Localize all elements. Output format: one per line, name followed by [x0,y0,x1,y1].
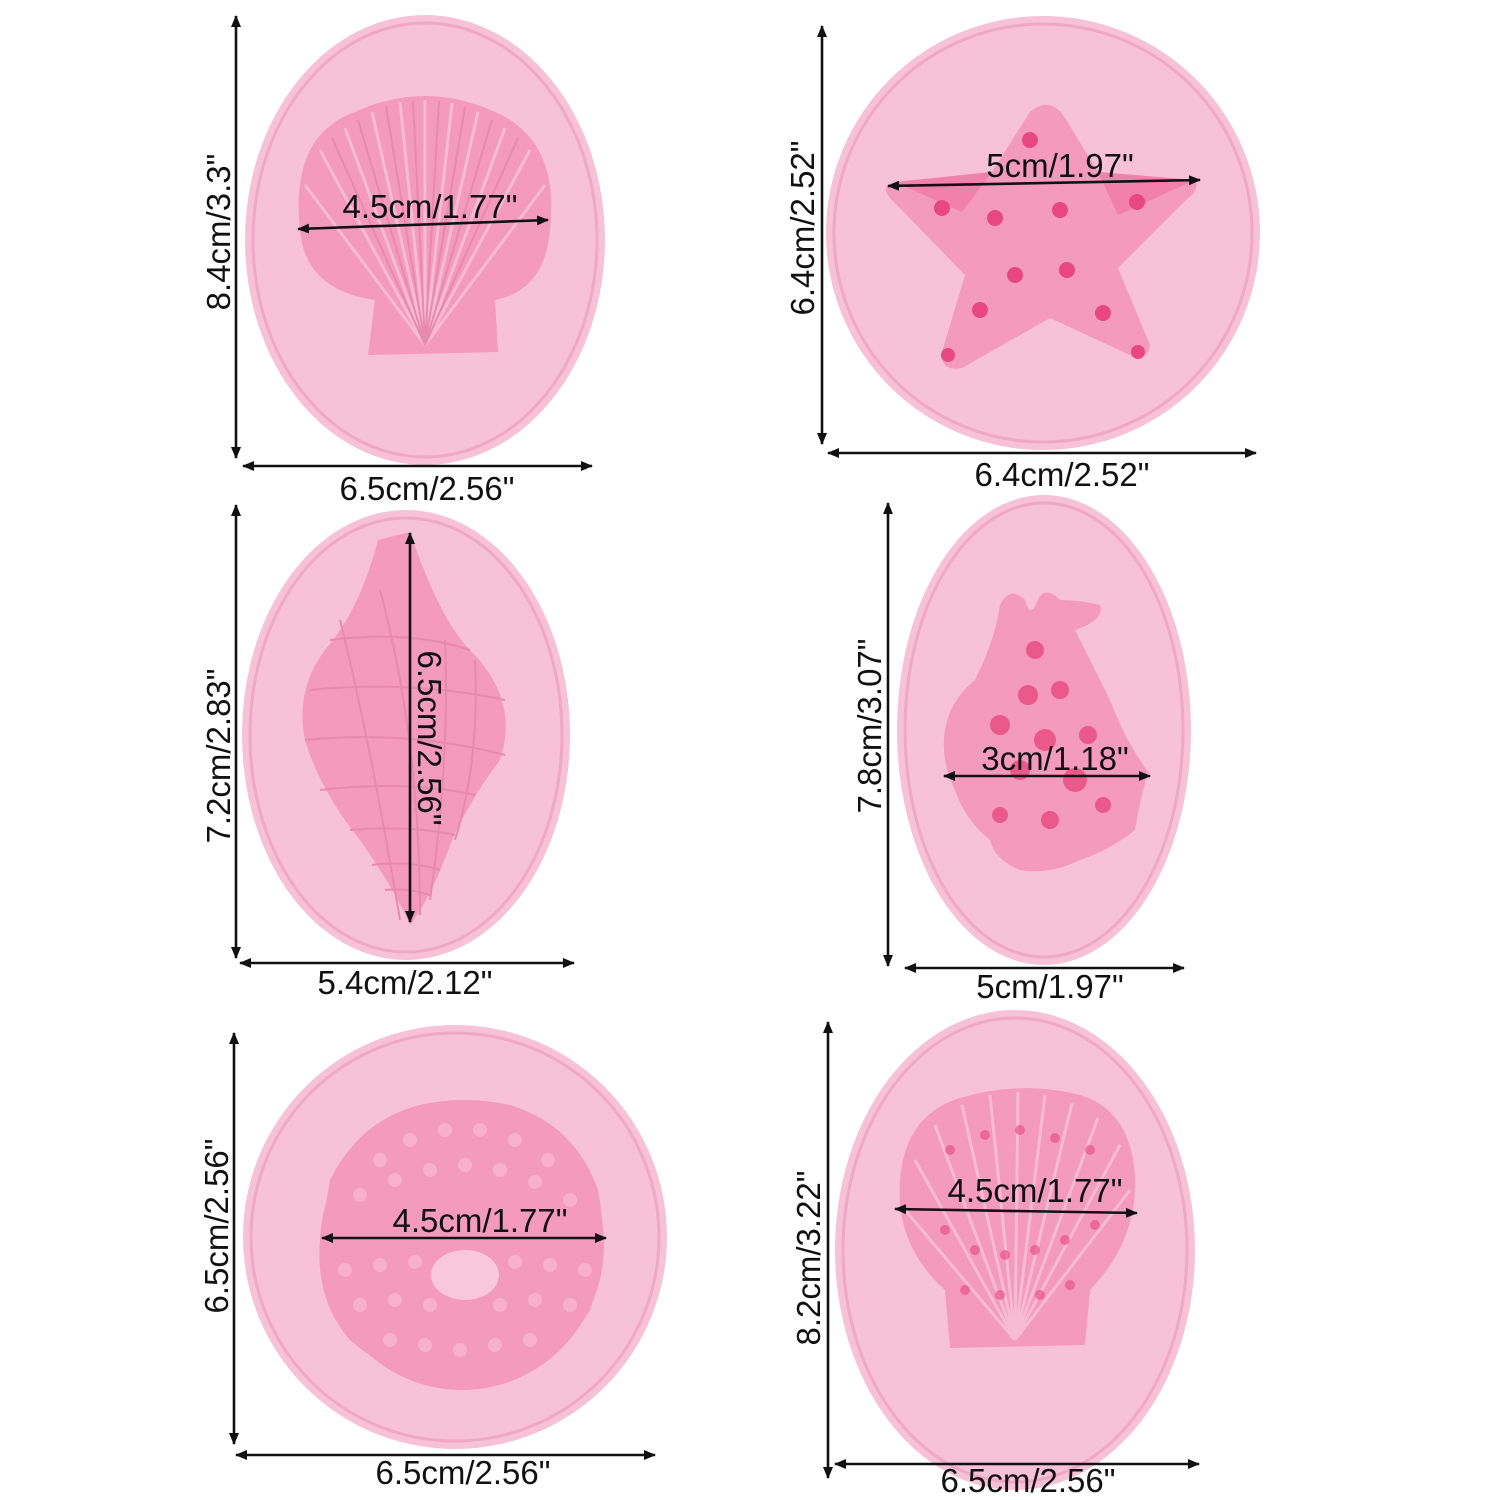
inner-label: 3cm/1.18" [981,740,1128,777]
mold-starfish: 6.4cm/2.52" 6.4cm/2.52" 5cm/1.97" [784,16,1260,493]
urchin-dots [338,1123,592,1357]
inner-width-arrow [297,215,549,234]
inner-width-arrow [894,1204,1138,1218]
inner-width-arrow [887,175,1201,191]
width-label: 6.5cm/2.56" [941,1462,1116,1499]
mold-sea-urchin: 6.5cm/2.56" 6.5cm/2.56" 4.5cm/1.77" [198,1025,667,1491]
mold-scallop-shell-2: 8.2cm/3.22" 6.5cm/2.56" 4.5cm/1.77" [790,1010,1200,1499]
height-label: 7.8cm/3.07" [851,639,888,814]
height-label: 7.2cm/2.83" [200,669,237,844]
width-label: 6.5cm/2.56" [376,1454,551,1491]
inner-label: 4.5cm/1.77" [343,188,518,225]
mold-coral: 7.8cm/3.07" 5cm/1.97" 3cm/1.18" [851,495,1191,1005]
width-label: 5.4cm/2.12" [318,964,493,1001]
width-label: 6.5cm/2.56" [340,470,515,507]
urchin-cavity [319,1100,604,1390]
height-label: 6.5cm/2.56" [198,1139,235,1314]
mold-conch-shell: 7.2cm/2.83" 5.4cm/2.12" 6.5cm/2.56" [200,504,575,1001]
inner-label: 6.5cm/2.56" [411,651,448,826]
height-label: 6.4cm/2.52" [784,141,821,316]
inner-label: 5cm/1.97" [986,147,1133,184]
scallop-cavity [899,1088,1136,1348]
height-label: 8.4cm/3.3" [200,154,237,311]
inner-label: 4.5cm/1.77" [948,1172,1123,1209]
inner-label: 4.5cm/1.77" [393,1202,568,1239]
width-label: 6.4cm/2.52" [975,456,1150,493]
width-label: 5cm/1.97" [976,968,1123,1005]
mold-scallop-shell-1: 8.4cm/3.3" 6.5cm/2.56" 4.5cm/1.77" [200,14,605,507]
height-label: 8.2cm/3.22" [790,1171,827,1346]
